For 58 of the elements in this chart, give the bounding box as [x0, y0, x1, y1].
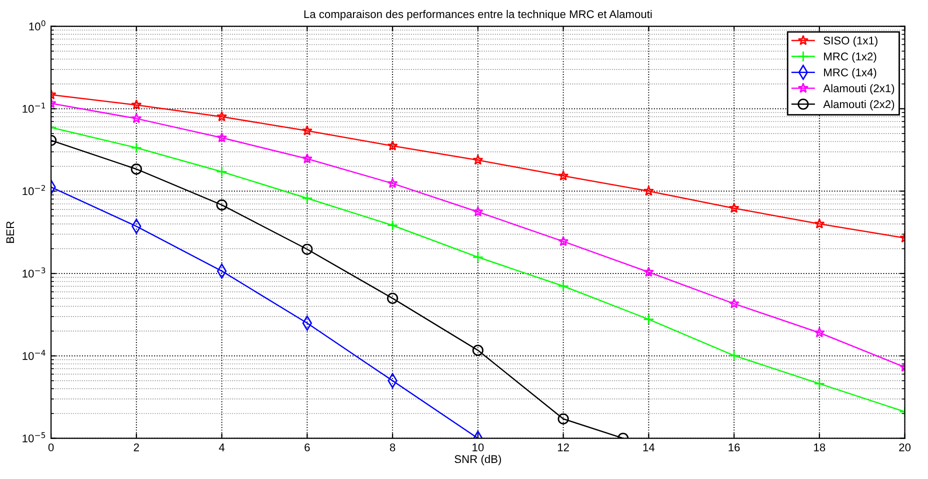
- point: [387, 178, 398, 188]
- point: [130, 164, 142, 175]
- chart-title: La comparaison des performances entre la technique MRC et Alamouti: [304, 10, 652, 20]
- point: [814, 218, 825, 229]
- point: [643, 314, 654, 325]
- y-tick-label: 10$^{0}$: [29, 20, 46, 30]
- point: [472, 252, 484, 263]
- x-tick-label: 8: [390, 443, 396, 452]
- legend-label: SISO (1x1): [824, 36, 878, 47]
- point: [558, 170, 569, 181]
- x-tick-label: 16: [728, 443, 740, 452]
- point: [558, 236, 569, 246]
- legend-label: Alamouti (2x1): [823, 84, 894, 94]
- point: [216, 132, 228, 142]
- point: [130, 142, 142, 154]
- x-tick-label: 2: [134, 443, 139, 452]
- point: [302, 153, 312, 164]
- legend-label: Alamouti (2x2): [823, 100, 894, 110]
- point: [302, 244, 313, 255]
- point: [216, 111, 228, 122]
- point: [814, 378, 825, 390]
- y-tick-label: 10$^{−1}$: [22, 102, 46, 113]
- point: [558, 280, 569, 292]
- x-tick-label: 6: [304, 443, 310, 452]
- x-tick-label: 4: [218, 444, 225, 452]
- point: [302, 192, 313, 204]
- x-tick-label: 10: [472, 443, 484, 452]
- point: [472, 344, 484, 356]
- legend-label: MRC (1x4): [824, 68, 876, 79]
- point: [472, 206, 484, 216]
- y-tick-label: 10$^{−4}$: [22, 350, 46, 360]
- point: [728, 350, 740, 362]
- point: [643, 266, 654, 277]
- point: [216, 199, 228, 210]
- point: [216, 166, 228, 178]
- point: [558, 413, 569, 424]
- point: [386, 292, 398, 304]
- point: [131, 99, 142, 110]
- y-tick-label: 10$^{−3}$: [22, 267, 46, 278]
- point: [302, 125, 312, 136]
- x-tick-label: 12: [558, 443, 569, 452]
- y-tick-label: 10$^{−5}$: [22, 432, 46, 442]
- x-axis-title: SNR (dB): [454, 454, 501, 466]
- point: [387, 140, 398, 151]
- x-tick-label: 18: [814, 443, 826, 452]
- point: [131, 112, 142, 124]
- y-axis-title: BER: [6, 221, 14, 243]
- point: [386, 220, 398, 231]
- x-tick-label: 14: [643, 444, 655, 452]
- y-tick-label: 10$^{−2}$: [22, 185, 45, 196]
- point: [728, 202, 740, 213]
- legend-label: MRC (1x2): [824, 52, 876, 63]
- point: [814, 327, 825, 338]
- point: [728, 298, 740, 308]
- x-tick-label: 20: [899, 443, 911, 452]
- point: [643, 186, 654, 196]
- x-tick-label: 0: [48, 443, 54, 452]
- point: [472, 154, 484, 165]
